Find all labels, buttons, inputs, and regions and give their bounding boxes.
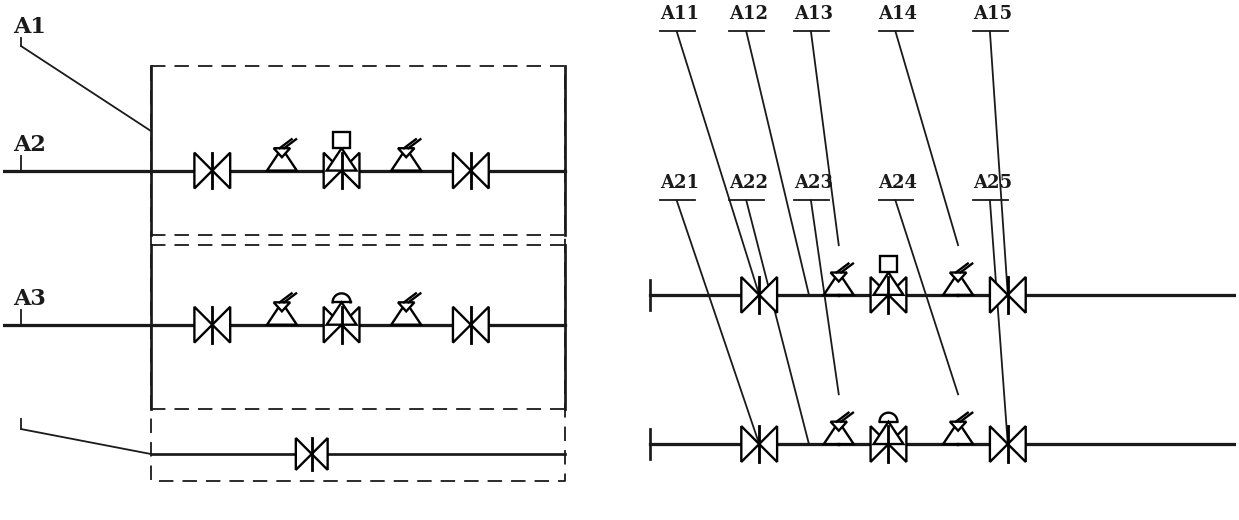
- Polygon shape: [888, 426, 907, 462]
- Polygon shape: [1007, 277, 1026, 313]
- Polygon shape: [871, 277, 888, 313]
- Polygon shape: [266, 148, 297, 171]
- Polygon shape: [274, 148, 290, 157]
- Polygon shape: [950, 272, 966, 281]
- Polygon shape: [943, 422, 973, 444]
- Polygon shape: [332, 293, 351, 302]
- Bar: [880, 256, 897, 272]
- Polygon shape: [266, 302, 297, 324]
- Polygon shape: [327, 148, 357, 171]
- Polygon shape: [453, 153, 471, 188]
- Polygon shape: [824, 422, 854, 444]
- Bar: [333, 132, 349, 148]
- Polygon shape: [323, 153, 342, 188]
- Polygon shape: [398, 302, 414, 311]
- Text: A12: A12: [730, 5, 768, 23]
- Polygon shape: [741, 277, 760, 313]
- Text: A25: A25: [973, 175, 1012, 192]
- Polygon shape: [950, 422, 966, 431]
- Polygon shape: [760, 277, 777, 313]
- Polygon shape: [392, 148, 421, 171]
- Polygon shape: [342, 153, 359, 188]
- Text: A24: A24: [878, 175, 918, 192]
- Polygon shape: [274, 302, 290, 311]
- Polygon shape: [888, 277, 907, 313]
- Polygon shape: [195, 153, 212, 188]
- Polygon shape: [312, 438, 327, 470]
- Polygon shape: [212, 307, 230, 343]
- Polygon shape: [830, 272, 847, 281]
- Text: A13: A13: [794, 5, 833, 23]
- Polygon shape: [212, 153, 230, 188]
- Polygon shape: [398, 148, 414, 157]
- Polygon shape: [990, 277, 1007, 313]
- Text: A14: A14: [878, 5, 918, 23]
- Text: A3: A3: [14, 288, 46, 310]
- Polygon shape: [471, 153, 488, 188]
- Text: A11: A11: [660, 5, 699, 23]
- Polygon shape: [342, 307, 359, 343]
- Text: A1: A1: [14, 16, 46, 38]
- Polygon shape: [453, 307, 471, 343]
- Polygon shape: [392, 302, 421, 324]
- Polygon shape: [990, 426, 1007, 462]
- Polygon shape: [830, 422, 847, 431]
- Polygon shape: [323, 307, 342, 343]
- Polygon shape: [327, 302, 357, 324]
- Polygon shape: [880, 413, 897, 422]
- Polygon shape: [873, 422, 903, 444]
- Polygon shape: [943, 272, 973, 295]
- Polygon shape: [741, 426, 760, 462]
- Text: A22: A22: [730, 175, 768, 192]
- Text: A15: A15: [973, 5, 1012, 23]
- Polygon shape: [195, 307, 212, 343]
- Polygon shape: [296, 438, 312, 470]
- Polygon shape: [871, 426, 888, 462]
- Polygon shape: [1007, 426, 1026, 462]
- Polygon shape: [824, 272, 854, 295]
- Text: A21: A21: [660, 175, 699, 192]
- Text: A23: A23: [794, 175, 833, 192]
- Text: A2: A2: [14, 134, 46, 155]
- Polygon shape: [873, 272, 903, 295]
- Polygon shape: [760, 426, 777, 462]
- Polygon shape: [471, 307, 488, 343]
